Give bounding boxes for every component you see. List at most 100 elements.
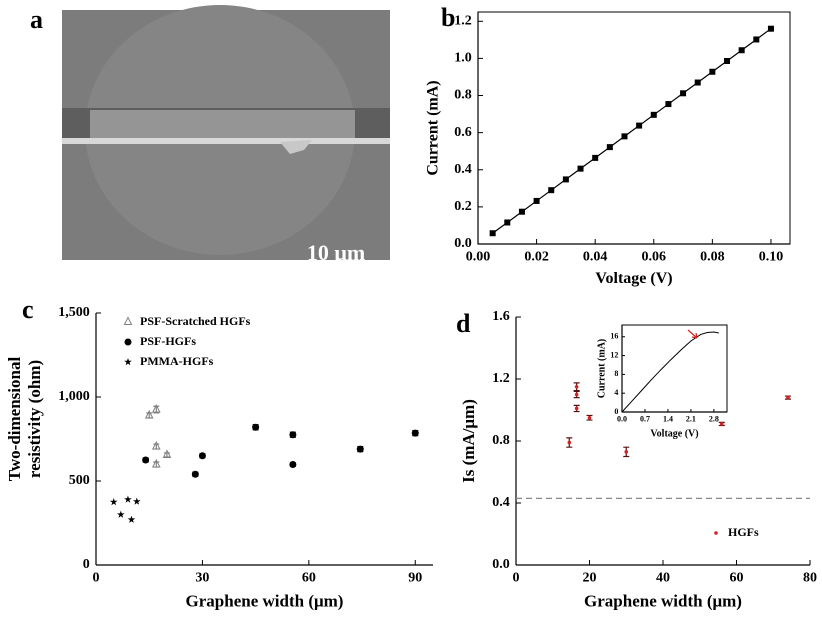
x-axis-title: Graphene width (μm) (186, 591, 344, 610)
trench-edge (62, 138, 390, 144)
marker (162, 449, 172, 458)
legend-label: HGFs (728, 525, 759, 539)
marker (753, 36, 760, 43)
marker (767, 25, 774, 32)
marker (636, 122, 643, 129)
panel-label: c (22, 295, 34, 324)
legend-marker (714, 531, 718, 535)
legend-label: PSF-HGFs (140, 334, 196, 348)
marker (680, 90, 687, 97)
y-tick-label: 1.6 (492, 309, 510, 324)
y-tick-label: 12 (610, 350, 618, 359)
y-tick-label: 16 (610, 332, 618, 341)
y-axis-title: resistivity (ohm) (25, 360, 44, 478)
panel-label: d (456, 309, 471, 338)
marker (574, 406, 579, 411)
marker (567, 440, 572, 445)
x-tick-label: 0.7 (640, 414, 650, 423)
marker (127, 515, 136, 523)
legend-label: PMMA-HGFs (140, 354, 214, 368)
marker (518, 208, 525, 215)
x-tick-label: 0.04 (583, 250, 608, 265)
marker (142, 456, 150, 464)
marker (252, 423, 260, 431)
marker (606, 144, 613, 151)
y-tick-label: 1.2 (454, 13, 472, 28)
marker (191, 470, 199, 478)
marker (665, 101, 672, 108)
legend-label: PSF-Scratched HGFs (140, 314, 251, 328)
x-tick-label: 0 (93, 571, 100, 586)
marker (621, 133, 628, 140)
x-tick-label: 0 (513, 571, 520, 586)
marker (289, 431, 297, 439)
x-tick-label: 2.8 (709, 414, 719, 423)
y-tick-label: 0.0 (492, 557, 510, 572)
x-tick-label: 0.02 (524, 250, 549, 265)
marker (151, 458, 161, 468)
marker (587, 415, 592, 420)
marker (574, 392, 579, 397)
annotation-arrow (687, 329, 698, 339)
marker (786, 395, 790, 400)
y-tick-label: 1.0 (454, 51, 472, 66)
y-tick-label: 0.6 (454, 125, 472, 140)
scale-bar-label: 10 μm (307, 240, 365, 265)
marker (198, 452, 206, 460)
x-tick-label: 60 (730, 571, 744, 586)
x-tick-label: 0.10 (759, 250, 784, 265)
x-tick-label: 30 (195, 571, 209, 586)
plot-frame (621, 324, 728, 413)
y-axis-title: Current (mA) (596, 339, 607, 399)
x-tick-label: 60 (302, 571, 316, 586)
y-tick-label: 0 (83, 557, 90, 572)
x-tick-label: 0.08 (700, 250, 725, 265)
panel-label: a (30, 5, 43, 34)
legend-marker (123, 316, 133, 325)
legend-marker (124, 338, 132, 346)
marker (489, 230, 496, 237)
marker (574, 384, 579, 389)
x-axis-title: Voltage (V) (595, 270, 672, 287)
x-tick-label: 0.06 (642, 250, 667, 265)
y-tick-label: 0.4 (454, 162, 472, 177)
data-line (621, 331, 719, 413)
panel-label: b (441, 3, 455, 32)
y-axis-title: Two-dimensional (5, 357, 24, 482)
marker (592, 154, 599, 161)
marker (624, 450, 629, 454)
y-tick-label: 1,000 (58, 389, 90, 404)
x-tick-label: 90 (408, 571, 422, 586)
marker (720, 422, 724, 426)
x-tick-label: 2.1 (686, 414, 696, 423)
marker (356, 445, 364, 453)
y-axis-title: Is (mA/μm) (459, 399, 478, 483)
y-axis-title: Current (mA) (425, 80, 442, 175)
marker (117, 510, 125, 518)
marker (289, 461, 297, 469)
y-tick-label: 0 (614, 407, 618, 416)
marker (709, 68, 716, 75)
scale-bar (296, 270, 376, 276)
marker (151, 403, 161, 413)
x-axis-title: Graphene width (μm) (584, 591, 742, 610)
debris (280, 140, 312, 154)
marker (577, 165, 584, 172)
graphene-bridge (90, 110, 355, 138)
marker (738, 47, 745, 54)
marker (694, 79, 701, 86)
marker (533, 197, 540, 204)
y-tick-label: 8 (614, 369, 618, 378)
marker (411, 429, 419, 437)
marker (504, 219, 511, 226)
marker (132, 497, 141, 505)
y-tick-label: 0.8 (454, 88, 472, 103)
y-tick-label: 1.2 (492, 371, 510, 386)
sem-image: 10 μm a (30, 5, 390, 276)
x-tick-label: 80 (803, 571, 817, 586)
marker (124, 495, 132, 503)
y-tick-label: 500 (69, 473, 90, 488)
y-tick-label: 0.8 (492, 433, 510, 448)
marker (562, 176, 569, 183)
x-tick-label: 20 (583, 571, 597, 586)
